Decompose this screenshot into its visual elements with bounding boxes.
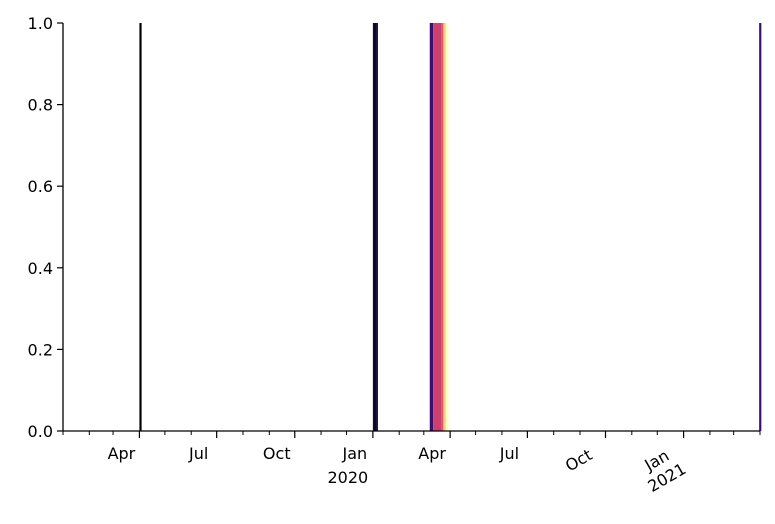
x-tick-label-5: Jul	[499, 444, 519, 463]
x-tick-label-6: Oct	[562, 445, 595, 475]
y-tick-label-2: 0.4	[28, 259, 53, 278]
x-tick-sublabel-3: 2020	[328, 468, 369, 487]
x-tick-label-0: Apr	[108, 444, 136, 463]
bar-6	[441, 23, 444, 431]
bar-3	[375, 23, 378, 431]
bar-8	[445, 23, 449, 431]
x-tick-label-1: Jul	[188, 444, 208, 463]
x-tick-label-4: Apr	[418, 444, 446, 463]
axes-layer: 0.0 0.2 0.4 0.6 0.8 1.0 Apr Jul Oct Jan 2020 Apr Jul…	[28, 14, 761, 496]
x-tick-label-group-6: Oct	[562, 445, 595, 475]
bar-7	[443, 23, 446, 431]
bar-9	[759, 23, 762, 431]
bar-4	[429, 23, 434, 431]
y-tick-label-3: 0.6	[28, 177, 53, 196]
bars-layer	[139, 23, 762, 431]
bar-1	[372, 23, 376, 431]
bar-5	[433, 23, 442, 431]
x-tick-label-3: Jan	[342, 444, 368, 463]
y-tick-label-1: 0.2	[28, 340, 53, 359]
x-tick-label-2: Oct	[263, 444, 291, 463]
y-tick-label-0: 0.0	[28, 422, 53, 441]
y-tick-label-4: 0.8	[28, 96, 53, 115]
y-tick-label-5: 1.0	[28, 14, 53, 33]
bar-0	[139, 23, 142, 431]
